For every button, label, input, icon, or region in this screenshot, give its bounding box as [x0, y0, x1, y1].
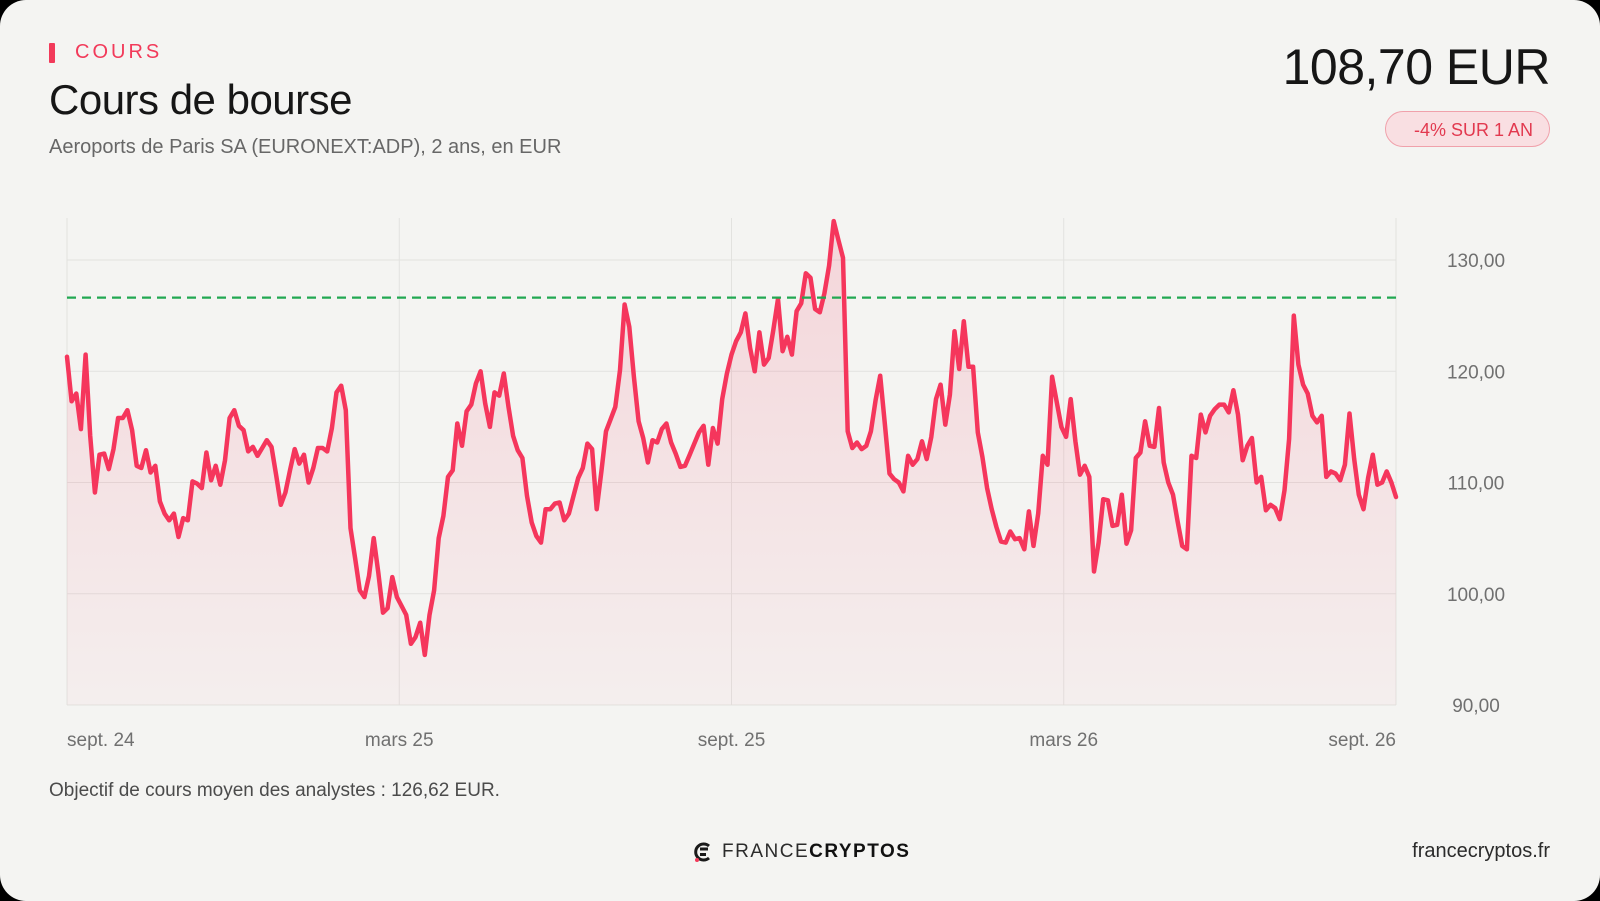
- site-url[interactable]: francecryptos.fr: [1412, 840, 1550, 862]
- x-tick-label: mars 25: [365, 730, 434, 751]
- analyst-target-note: Objectif de cours moyen des analystes : …: [49, 780, 500, 801]
- brand-logo: FRANCE CRYPTOS: [692, 841, 910, 863]
- current-price: 108,70 EUR: [1282, 39, 1551, 95]
- chart-subtitle: Aeroports de Paris SA (EURONEXT:ADP), 2 …: [49, 136, 562, 158]
- x-tick-label: sept. 24: [67, 730, 135, 751]
- francecryptos-logo-icon: [694, 842, 710, 862]
- page-title: Cours de bourse: [49, 76, 353, 123]
- y-tick-label: 120,00: [1447, 362, 1505, 383]
- price-chart: 90,00 100,00 110,00 120,00 130,00 sept. 24 mar…: [64, 218, 1505, 751]
- change-badge: -4% SUR 1 AN: [1384, 111, 1550, 147]
- logo-text-france: FRANCE: [722, 841, 810, 862]
- x-tick-label: mars 26: [1029, 730, 1098, 751]
- y-tick-label: 100,00: [1447, 585, 1505, 606]
- logo-text-cryptos: CRYPTOS: [809, 841, 911, 862]
- price-area: [67, 221, 1396, 705]
- price-line: [64, 218, 1399, 658]
- section-kicker: COURS: [49, 41, 162, 64]
- y-tick-label: 90,00: [1452, 696, 1500, 717]
- kicker-label: COURS: [75, 41, 163, 63]
- y-tick-label: 130,00: [1447, 251, 1505, 272]
- y-tick-label: 110,00: [1448, 474, 1505, 495]
- kicker-bar: [49, 42, 55, 63]
- x-tick-label: sept. 25: [698, 730, 766, 751]
- x-tick-label: sept. 26: [1328, 730, 1396, 751]
